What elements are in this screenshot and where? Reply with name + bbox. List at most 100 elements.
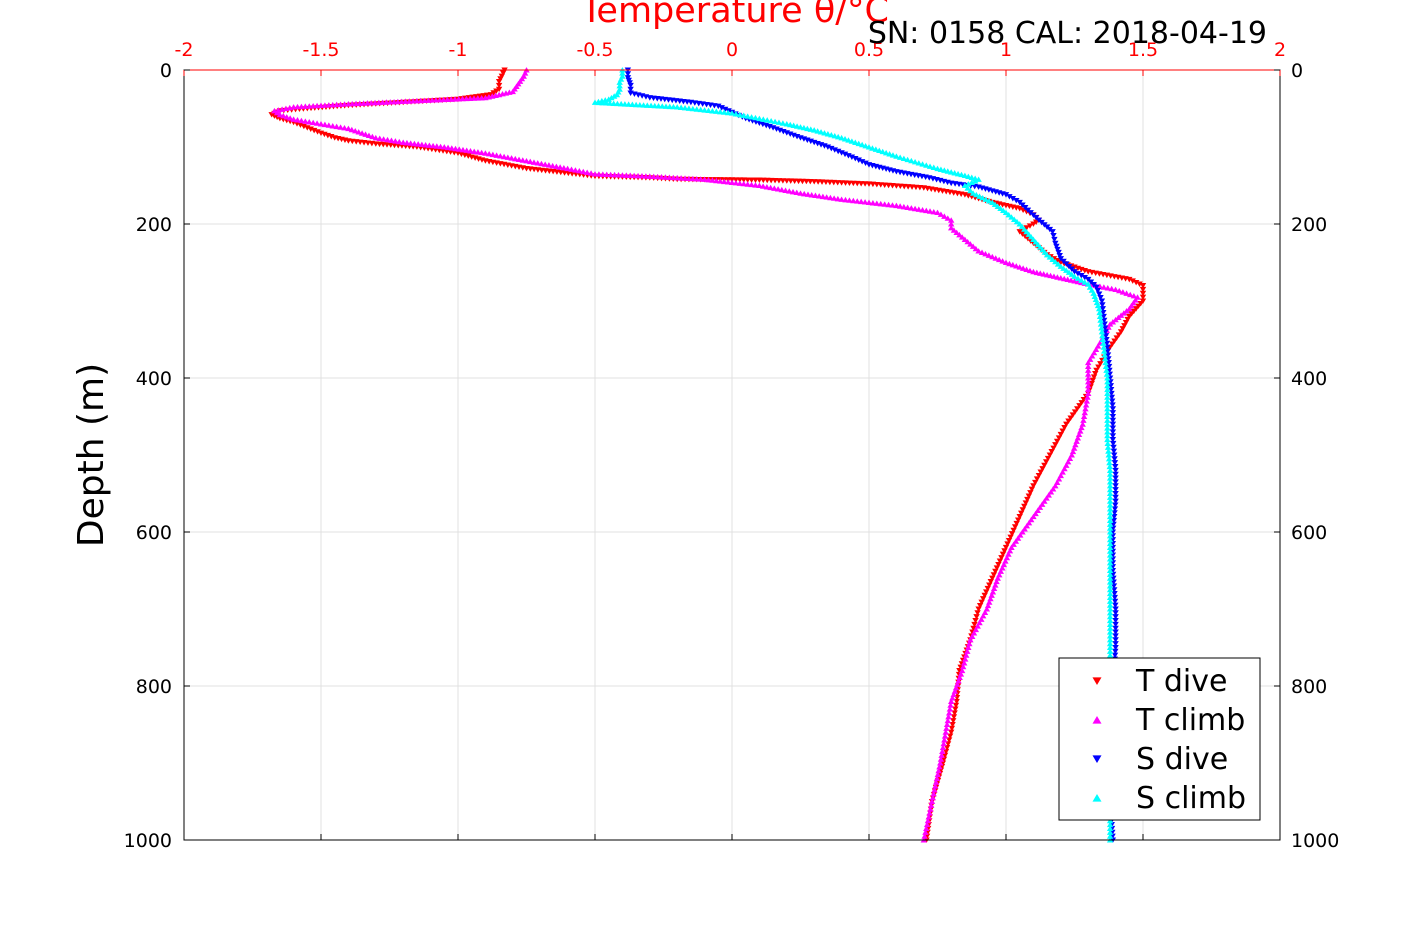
data-point (1111, 514, 1118, 520)
data-point (1109, 571, 1117, 578)
data-point (927, 802, 935, 808)
data-point (838, 196, 845, 202)
data-point (1112, 610, 1119, 616)
data-point (474, 149, 482, 155)
data-point (1032, 510, 1039, 517)
y-axis-ticks: 0 0 200 200 400 400 600 600 800 800 1000 1000 (124, 60, 1340, 852)
data-point (538, 160, 545, 167)
data-point (1112, 606, 1119, 612)
data-point (1014, 517, 1022, 523)
data-point (1002, 259, 1010, 266)
data-point (1108, 394, 1116, 401)
data-point (953, 229, 960, 236)
data-point (972, 617, 979, 624)
data-point (1108, 398, 1116, 404)
y-axis-label: Depth (m) (71, 363, 112, 547)
data-point (1053, 243, 1060, 250)
data-point (1027, 490, 1034, 496)
data-point (1112, 602, 1119, 609)
data-point (1109, 533, 1117, 539)
data-point (1106, 540, 1114, 547)
data-point (1109, 413, 1117, 420)
x-tick-label: 0.5 (854, 39, 884, 61)
data-point (1104, 436, 1111, 443)
data-point (1109, 319, 1117, 325)
data-point (309, 102, 317, 109)
data-point (938, 752, 945, 758)
data-point (966, 640, 973, 647)
data-point (685, 175, 693, 182)
legend-label: T dive (1135, 664, 1227, 699)
data-point (950, 718, 957, 724)
data-point (721, 106, 729, 113)
data-point (858, 141, 866, 148)
data-point (978, 249, 986, 255)
data-point (986, 582, 993, 588)
data-point (290, 104, 297, 110)
data-point (881, 201, 888, 207)
data-point (1076, 403, 1083, 409)
data-point (921, 833, 928, 839)
y-tick-label-right: 600 (1291, 522, 1327, 544)
data-point (1106, 644, 1114, 651)
chart-title: Temperature θ/°C (580, 0, 889, 31)
data-point (1112, 467, 1119, 474)
data-point (945, 713, 952, 720)
data-point (1026, 223, 1034, 229)
data-point (689, 175, 697, 182)
data-point (1139, 290, 1147, 297)
data-point (756, 115, 763, 122)
data-point (1109, 402, 1116, 408)
y-tick-label-left: 600 (136, 522, 172, 544)
data-point (932, 783, 939, 789)
data-point (1109, 567, 1117, 574)
data-point (1106, 598, 1114, 604)
legend-marker (1092, 755, 1102, 764)
y-tick-label-left: 200 (136, 214, 172, 236)
data-point (1043, 495, 1050, 501)
data-point (298, 117, 305, 124)
data-point (1006, 260, 1013, 267)
y-tick-label-right: 200 (1291, 214, 1327, 236)
data-point (580, 168, 587, 175)
data-point (1111, 591, 1118, 597)
data-point (879, 148, 886, 155)
data-point (979, 194, 986, 201)
data-point (972, 245, 980, 252)
data-point (958, 234, 966, 240)
data-point (886, 151, 893, 157)
data-point (889, 202, 896, 208)
data-point (1096, 309, 1103, 316)
data-point (1106, 525, 1114, 531)
data-point (294, 117, 301, 123)
data-point (999, 258, 1006, 264)
data-point (1051, 236, 1058, 243)
data-point (1095, 291, 1103, 297)
data-point (896, 154, 904, 160)
data-point (1123, 290, 1130, 296)
data-point (1111, 594, 1118, 601)
data-point (1049, 256, 1056, 262)
data-point (845, 137, 852, 143)
data-point (756, 182, 763, 189)
y-tick-label-left: 400 (136, 368, 172, 390)
data-point (282, 105, 290, 112)
data-point (1101, 321, 1108, 327)
data-point (519, 157, 526, 163)
data-point (681, 104, 689, 111)
data-point (1106, 375, 1114, 381)
data-point (1106, 633, 1114, 639)
data-point (701, 176, 708, 182)
data-point (638, 173, 646, 179)
data-point (1081, 279, 1088, 285)
data-point (1017, 532, 1024, 538)
data-point (985, 252, 993, 258)
data-point (1010, 527, 1017, 534)
data-point (1097, 321, 1105, 327)
data-point (774, 186, 782, 192)
data-point (827, 194, 834, 201)
data-point (1104, 429, 1111, 435)
data-point (1011, 524, 1019, 530)
data-point (945, 710, 953, 716)
data-point (1106, 636, 1114, 643)
